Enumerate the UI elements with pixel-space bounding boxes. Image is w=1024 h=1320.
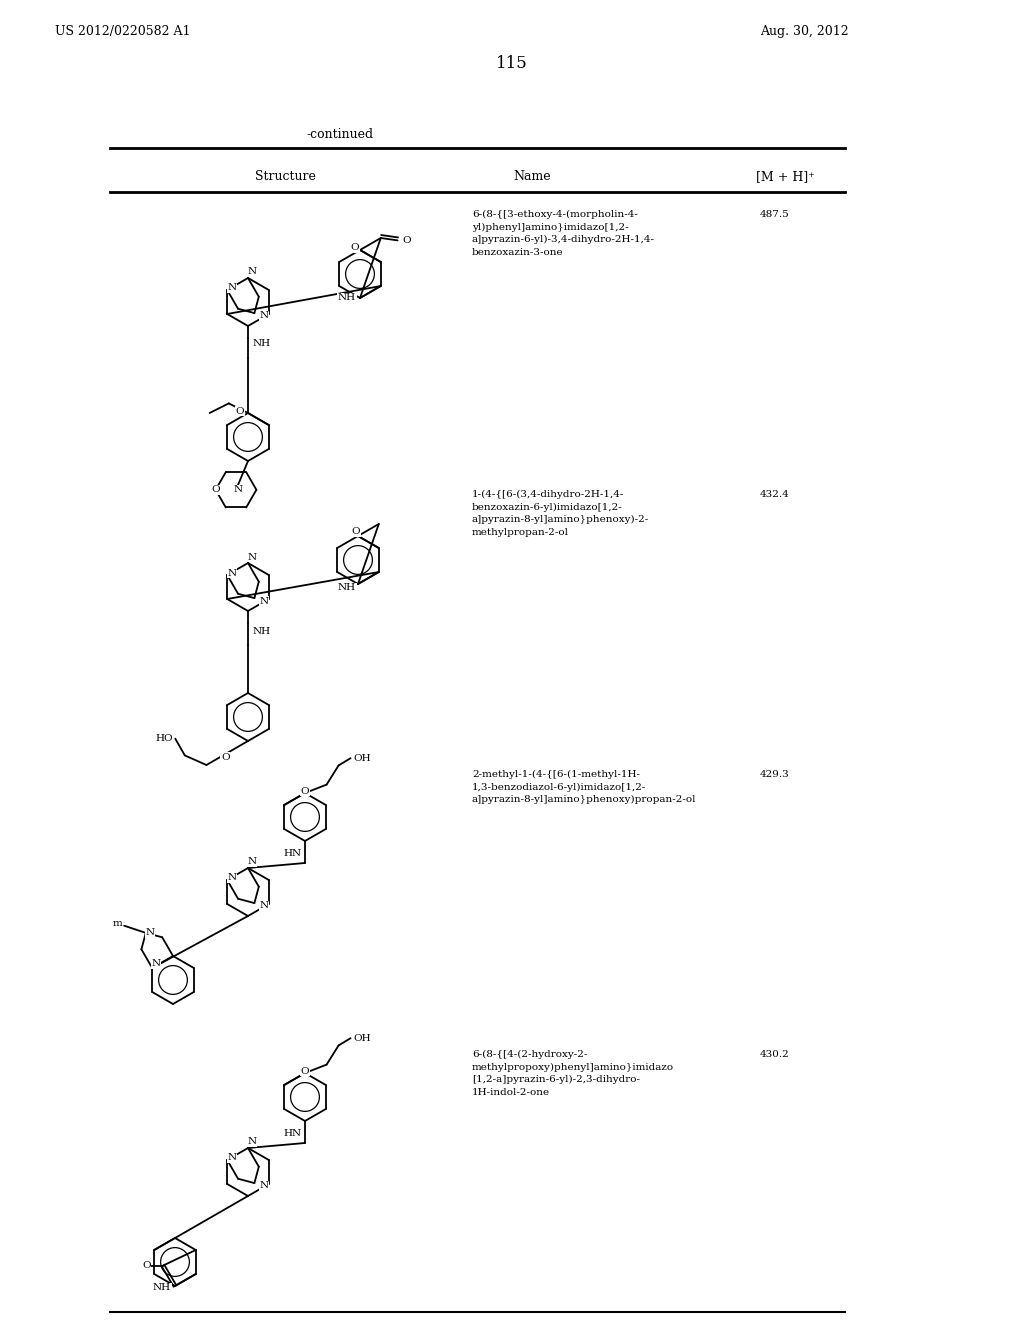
Text: NH: NH xyxy=(253,339,271,348)
Text: O: O xyxy=(351,528,360,536)
Text: NH: NH xyxy=(338,583,356,593)
Text: N: N xyxy=(248,858,257,866)
Text: N: N xyxy=(259,597,268,606)
Text: -continued: -continued xyxy=(306,128,374,141)
Text: 432.4: 432.4 xyxy=(760,490,790,499)
Text: O: O xyxy=(402,236,412,246)
Text: N: N xyxy=(227,284,237,293)
Text: 2-methyl-1-(4-{[6-(1-methyl-1H-
1,3-benzodiazol-6-yl)imidazo[1,2-
a]pyrazin-8-yl: 2-methyl-1-(4-{[6-(1-methyl-1H- 1,3-benz… xyxy=(472,770,696,804)
Text: OH: OH xyxy=(353,1034,371,1043)
Text: Name: Name xyxy=(513,170,551,183)
Text: N: N xyxy=(259,902,268,911)
Text: N: N xyxy=(259,312,268,321)
Text: O: O xyxy=(142,1261,151,1270)
Text: N: N xyxy=(248,553,257,561)
Text: N: N xyxy=(145,928,155,937)
Text: 429.3: 429.3 xyxy=(760,770,790,779)
Text: Aug. 30, 2012: Aug. 30, 2012 xyxy=(760,25,849,38)
Text: N: N xyxy=(227,874,237,883)
Text: m: m xyxy=(113,919,122,928)
Text: 1-(4-{[6-(3,4-dihydro-2H-1,4-
benzoxazin-6-yl)imidazo[1,2-
a]pyrazin-8-yl]amino}: 1-(4-{[6-(3,4-dihydro-2H-1,4- benzoxazin… xyxy=(472,490,649,537)
Text: O: O xyxy=(301,1067,309,1076)
Text: NH: NH xyxy=(253,627,271,635)
Text: Structure: Structure xyxy=(255,170,315,183)
Text: [M + H]⁺: [M + H]⁺ xyxy=(756,170,814,183)
Text: N: N xyxy=(248,1138,257,1147)
Text: 6-(8-{[3-ethoxy-4-(morpholin-4-
yl)phenyl]amino}imidazo[1,2-
a]pyrazin-6-yl)-3,4: 6-(8-{[3-ethoxy-4-(morpholin-4- yl)pheny… xyxy=(472,210,655,257)
Text: O: O xyxy=(350,243,359,252)
Text: O: O xyxy=(221,752,229,762)
Text: 487.5: 487.5 xyxy=(760,210,790,219)
Text: N: N xyxy=(152,960,161,969)
Text: 115: 115 xyxy=(496,55,528,73)
Text: N: N xyxy=(227,1154,237,1163)
Text: O: O xyxy=(301,787,309,796)
Text: O: O xyxy=(236,407,244,416)
Text: O: O xyxy=(211,486,220,494)
Text: 430.2: 430.2 xyxy=(760,1049,790,1059)
Text: 6-(8-{[4-(2-hydroxy-2-
methylpropoxy)phenyl]amino}imidazo
[1,2-a]pyrazin-6-yl)-2: 6-(8-{[4-(2-hydroxy-2- methylpropoxy)phe… xyxy=(472,1049,674,1097)
Text: NH: NH xyxy=(153,1283,171,1292)
Text: N: N xyxy=(259,1181,268,1191)
Text: HO: HO xyxy=(156,734,173,743)
Text: OH: OH xyxy=(353,754,371,763)
Text: US 2012/0220582 A1: US 2012/0220582 A1 xyxy=(55,25,190,38)
Text: HN: HN xyxy=(284,1129,302,1138)
Text: N: N xyxy=(227,569,237,578)
Text: HN: HN xyxy=(284,849,302,858)
Text: N: N xyxy=(248,268,257,276)
Text: N: N xyxy=(233,486,243,494)
Text: NH: NH xyxy=(338,293,356,302)
